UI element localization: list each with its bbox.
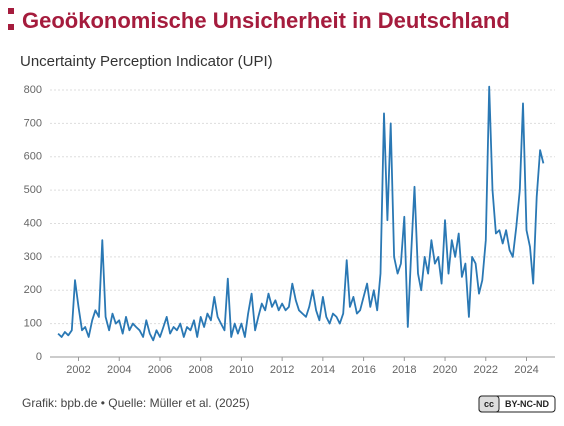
cc-mark: cc bbox=[484, 399, 494, 409]
chart-title: Geoökonomische Unsicherheit in Deutschla… bbox=[22, 8, 510, 33]
x-tick-label: 2012 bbox=[270, 364, 294, 376]
y-tick-label: 100 bbox=[24, 318, 42, 330]
x-tick-label: 2014 bbox=[311, 364, 335, 376]
chart-subtitle: Uncertainty Perception Indicator (UPI) bbox=[20, 53, 273, 70]
x-tick-label: 2006 bbox=[148, 364, 172, 376]
cc-icon bbox=[478, 395, 500, 413]
y-tick-label: 600 bbox=[24, 151, 42, 163]
license: BY-NC-ND bbox=[505, 399, 549, 409]
x-tick-label: 2004 bbox=[107, 364, 131, 376]
y-tick-label: 700 bbox=[24, 117, 42, 129]
y-tick-label: 400 bbox=[24, 217, 42, 229]
x-tick-label: 2016 bbox=[351, 364, 375, 376]
y-tick-label: 0 bbox=[36, 351, 42, 363]
logo-square bbox=[8, 8, 14, 14]
footer: Grafik: bpb.de • Quelle: Müller et al. (… bbox=[22, 396, 250, 410]
x-tick-label: 2008 bbox=[188, 364, 212, 376]
logo-square bbox=[8, 24, 14, 30]
line bbox=[57, 85, 545, 342]
y-tick-label: 200 bbox=[24, 284, 42, 296]
x-tick-label: 2022 bbox=[474, 364, 498, 376]
y-tick-label: 500 bbox=[24, 184, 42, 196]
x-tick-label: 2024 bbox=[514, 364, 538, 376]
y-tick-label: 300 bbox=[24, 251, 42, 263]
x-tick-label: 2010 bbox=[229, 364, 253, 376]
x-tick-label: 2018 bbox=[392, 364, 416, 376]
x-tick-label: 2020 bbox=[433, 364, 457, 376]
y-tick-label: 800 bbox=[24, 84, 42, 96]
x-tick-label: 2002 bbox=[66, 364, 90, 376]
